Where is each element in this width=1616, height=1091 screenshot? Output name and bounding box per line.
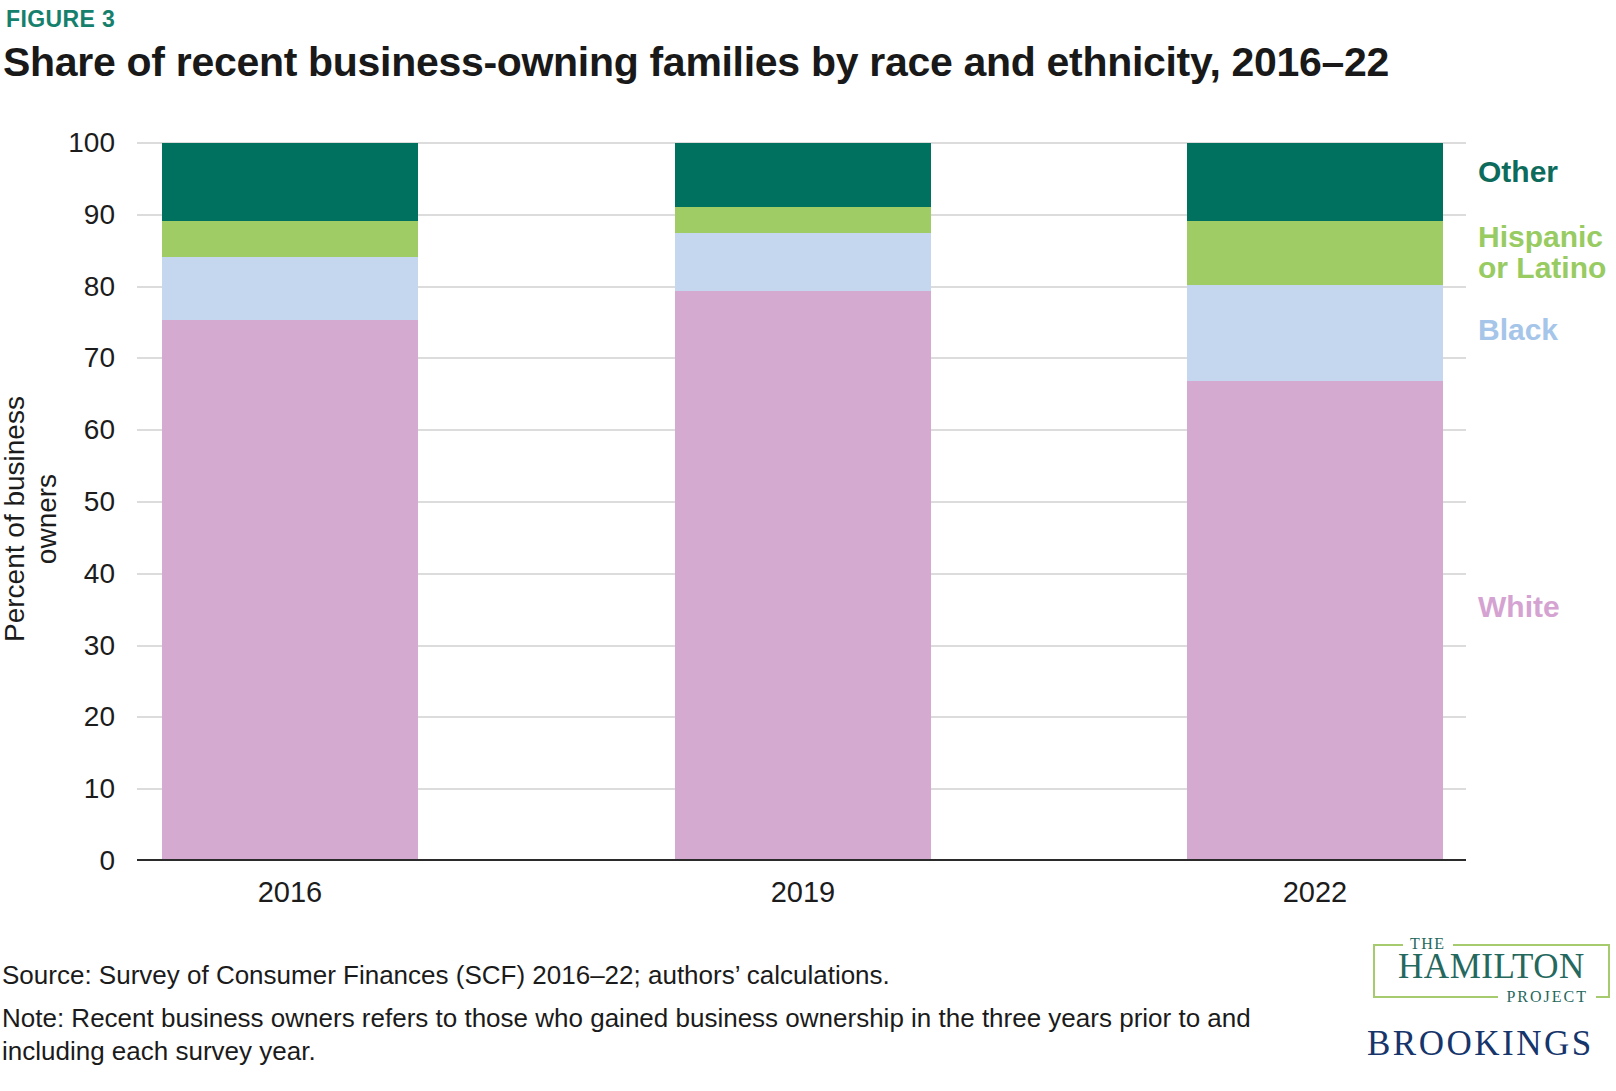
y-tick-label-80: 80 (39, 272, 115, 302)
hamilton-project-logo: THE HAMILTON PROJECT (1373, 944, 1610, 998)
y-tick-label-40: 40 (39, 559, 115, 589)
bar-segment-2022-black (1187, 285, 1443, 381)
y-tick-label-50: 50 (39, 487, 115, 517)
bar-segment-2022-other (1187, 143, 1443, 221)
y-tick-label-30: 30 (39, 631, 115, 661)
y-tick-label-10: 10 (39, 774, 115, 804)
y-tick-label-70: 70 (39, 343, 115, 373)
brookings-logo: BROOKINGS (1367, 1024, 1594, 1064)
figure-page: FIGURE 3 Share of recent business-owning… (0, 0, 1616, 1091)
bar-segment-2019-other (675, 143, 931, 207)
legend-label-white: White (1478, 591, 1560, 622)
bar-segment-2019-white (675, 291, 931, 861)
y-tick-label-0: 0 (39, 846, 115, 876)
note-text: Note: Recent business owners refers to t… (2, 1002, 1332, 1068)
legend-label-hispanic-or-latino: Hispanic or Latino (1478, 221, 1606, 283)
y-tick-label-20: 20 (39, 702, 115, 732)
bar-segment-2016-other (162, 143, 418, 221)
legend-label-other: Other (1478, 156, 1558, 187)
y-tick-label-60: 60 (39, 415, 115, 445)
bar-segment-2019-black (675, 233, 931, 291)
hamilton-logo-project: PROJECT (1498, 988, 1596, 1006)
bar-segment-2016-hispanic-or-latino (162, 221, 418, 257)
y-tick-label-90: 90 (39, 200, 115, 230)
bar-segment-2022-white (1187, 381, 1443, 861)
bar-segment-2016-black (162, 257, 418, 320)
x-tick-label-2022: 2022 (1205, 876, 1425, 909)
x-tick-label-2019: 2019 (693, 876, 913, 909)
bar-segment-2022-hispanic-or-latino (1187, 221, 1443, 286)
bar-segment-2016-white (162, 320, 418, 861)
hamilton-logo-name: HAMILTON (1375, 947, 1608, 987)
bar-segment-2019-hispanic-or-latino (675, 207, 931, 233)
x-axis-line (137, 859, 1466, 861)
y-tick-label-100: 100 (39, 128, 115, 158)
source-text: Source: Survey of Consumer Finances (SCF… (2, 960, 890, 991)
legend-label-black: Black (1478, 314, 1558, 345)
stacked-bar-chart: Percent of business owners Other Hispani… (0, 0, 1616, 1091)
x-tick-label-2016: 2016 (180, 876, 400, 909)
